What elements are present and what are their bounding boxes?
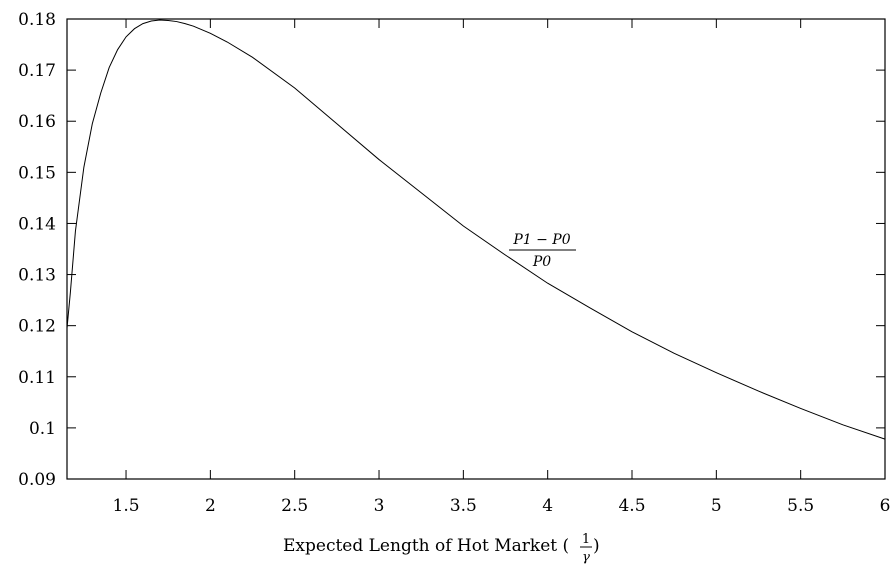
x-axis-label: Expected Length of Hot Market ( 1 γ ) [283, 532, 600, 565]
x-tick-label: 3 [374, 496, 385, 516]
x-axis-label-frac-num: 1 [582, 532, 590, 547]
x-tick-label: 2.5 [281, 496, 308, 516]
series-line [66, 19, 886, 440]
y-tick-label: 0.18 [18, 10, 56, 30]
y-tick-label: 0.11 [18, 368, 56, 388]
x-axis-label-close: ) [593, 536, 600, 556]
x-tick-label: 3.5 [450, 496, 477, 516]
y-tick-label: 0.15 [18, 163, 56, 183]
y-tick-label: 0.13 [18, 266, 56, 286]
ticks [67, 18, 886, 480]
tick-labels: 1.5 2 2.5 3 3.5 4 4.5 5 5.5 6 0.09 0.1 0.11 0.12 0.13 0… [18, 10, 890, 516]
series-label: P1 − P0 P0 [509, 232, 576, 270]
x-tick-label: 4.5 [618, 496, 645, 516]
x-tick-label: 5.5 [787, 496, 814, 516]
x-axis-label-frac-den: γ [582, 550, 590, 565]
x-tick-label: 1.5 [113, 496, 140, 516]
y-tick-label: 0.16 [18, 112, 56, 132]
x-tick-label: 2 [205, 496, 216, 516]
y-tick-label: 0.1 [29, 419, 56, 439]
plot-frame [66, 18, 886, 480]
y-tick-label: 0.12 [18, 317, 56, 337]
series-label-numerator: P1 − P0 [512, 232, 570, 248]
x-tick-label: 5 [711, 496, 722, 516]
series-label-denominator: P0 [532, 254, 551, 270]
x-tick-label: 4 [542, 496, 553, 516]
y-tick-label: 0.14 [18, 214, 56, 234]
x-axis-label-text: Expected Length of Hot Market ( [283, 536, 569, 556]
y-tick-label: 0.17 [18, 61, 56, 81]
x-tick-label: 6 [880, 496, 891, 516]
y-tick-label: 0.09 [18, 470, 56, 490]
